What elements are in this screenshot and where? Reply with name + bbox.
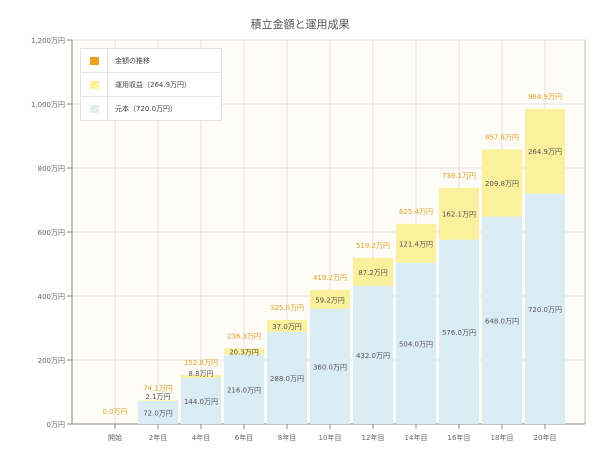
x-tick-label: 6年目 <box>235 433 253 442</box>
y-tick-label: 200万円 <box>38 357 65 365</box>
x-tick-label: 12年目 <box>362 433 385 442</box>
y-tick-label: 800万円 <box>38 165 65 173</box>
data-label-total: 0.0万円 <box>102 408 127 416</box>
data-label-total: 984.9万円 <box>528 93 562 101</box>
data-label-principal: 648.0万円 <box>485 317 519 325</box>
data-label-gain: 121.4万円 <box>399 240 433 248</box>
data-label-gain: 209.8万円 <box>485 180 519 188</box>
data-label-principal: 576.0万円 <box>442 329 476 337</box>
data-label-gain: 162.1万円 <box>442 211 476 219</box>
data-label-total: 857.8万円 <box>485 134 519 142</box>
x-tick-label: 8年目 <box>278 433 296 442</box>
bar-gain <box>482 149 522 217</box>
data-label-gain: 87.2万円 <box>358 269 388 277</box>
data-label-gain: 8.8万円 <box>188 370 213 378</box>
data-label-gain: 59.2万円 <box>315 296 345 304</box>
bar-gain <box>525 108 565 194</box>
x-tick-label: 10年目 <box>319 433 342 442</box>
legend-label: 元本（720.0万円） <box>115 104 178 113</box>
bar-gain <box>181 375 221 378</box>
bar-principal <box>310 308 350 424</box>
legend-label: 金額の推移 <box>115 56 150 65</box>
data-label-total: 519.2万円 <box>356 242 390 250</box>
bar-gain <box>353 257 393 286</box>
data-label-principal: 288.0万円 <box>270 375 304 383</box>
data-label-principal: 432.0万円 <box>356 352 390 360</box>
data-label-principal: 72.0万円 <box>143 409 173 417</box>
bar-principal <box>525 193 565 424</box>
y-tick-label: 1,000万円 <box>31 101 65 109</box>
legend-label: 運用収益（264.9万円） <box>115 80 192 89</box>
bar-gain <box>439 187 479 240</box>
x-tick-label: 16年目 <box>448 433 471 442</box>
chart-title: 積立金額と運用成果 <box>251 17 350 31</box>
data-label-total: 625.4万円 <box>399 208 433 216</box>
data-label-total: 152.8万円 <box>184 359 218 367</box>
data-label-principal: 216.0万円 <box>227 386 261 394</box>
y-tick-label: 400万円 <box>38 293 65 301</box>
bar-principal <box>224 354 264 424</box>
data-label-principal: 504.0万円 <box>399 340 433 348</box>
bar-principal <box>353 285 393 424</box>
data-label-total: 74.1万円 <box>143 384 173 392</box>
y-tick-label: 0万円 <box>47 421 65 429</box>
legend-swatch-principal <box>89 104 99 113</box>
data-label-principal: 360.0万円 <box>313 363 347 371</box>
legend-swatch-total <box>89 56 99 65</box>
x-tick-label: 20年目 <box>534 433 557 442</box>
bar-gain <box>267 320 307 332</box>
x-tick-label: 18年目 <box>491 433 514 442</box>
legend-item-gain[interactable]: 運用収益（264.9万円） <box>81 73 221 97</box>
bar-principal <box>138 400 178 424</box>
y-tick-label: 1,200万円 <box>31 37 65 45</box>
data-label-total: 236.3万円 <box>227 332 261 340</box>
bar-principal <box>482 216 522 424</box>
data-label-gain: 2.1万円 <box>145 393 170 401</box>
data-label-gain: 264.9万円 <box>528 148 562 156</box>
x-tick-label: 14年目 <box>405 433 428 442</box>
data-label-total: 325.0万円 <box>270 304 304 312</box>
bar-gain <box>396 223 436 263</box>
x-tick-label: 2年目 <box>149 433 167 442</box>
x-tick-label: 4年目 <box>192 433 210 442</box>
bar-principal <box>267 331 307 424</box>
y-tick-label: 600万円 <box>38 229 65 237</box>
data-label-principal: 720.0万円 <box>528 306 562 314</box>
data-label-total: 419.2万円 <box>313 274 347 282</box>
legend-item-principal[interactable]: 元本（720.0万円） <box>81 97 221 120</box>
bar-gain <box>138 400 178 401</box>
bar-principal <box>181 377 221 424</box>
legend-item-total[interactable]: 金額の推移 <box>81 49 221 73</box>
bar-principal <box>396 262 436 424</box>
bar-gain <box>310 289 350 309</box>
data-label-gain: 37.0万円 <box>272 323 302 331</box>
legend: 金額の推移 運用収益（264.9万円） 元本（720.0万円） <box>80 48 222 121</box>
data-label-principal: 144.0万円 <box>184 398 218 406</box>
bar-gain <box>224 348 264 355</box>
data-label-total: 738.1万円 <box>442 172 476 180</box>
legend-swatch-gain <box>89 80 99 89</box>
bar-principal <box>439 239 479 424</box>
data-label-gain: 20.3万円 <box>229 349 259 357</box>
x-tick-label: 開始 <box>108 433 122 442</box>
